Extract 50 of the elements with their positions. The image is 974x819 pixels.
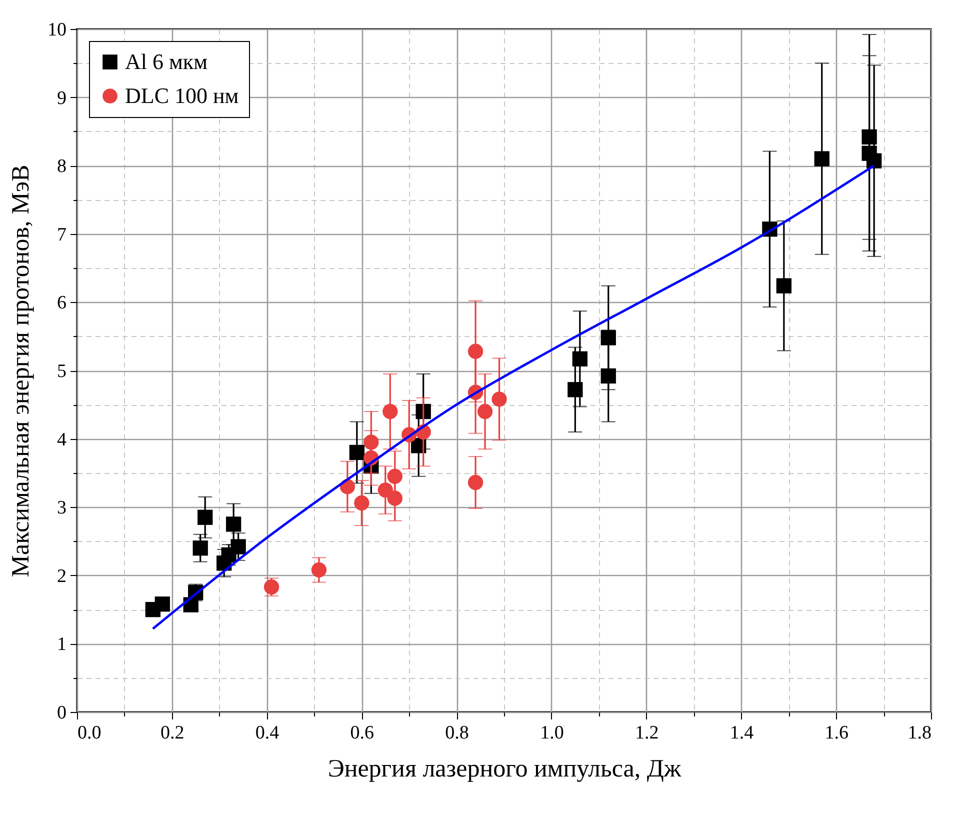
point [354, 495, 370, 511]
x-tick-label: 1.4 [730, 722, 754, 744]
point [349, 444, 365, 460]
y-tick-label: 0 [57, 702, 66, 724]
point [862, 129, 877, 144]
y-tick-label: 3 [57, 498, 66, 519]
point [776, 278, 792, 294]
x-tick-label: 0.8 [445, 722, 469, 744]
point [382, 404, 398, 420]
point [572, 351, 588, 366]
point [378, 482, 393, 498]
x-tick-label: 0.4 [255, 722, 280, 744]
point [866, 153, 882, 168]
x-tick-label: 0.2 [160, 722, 184, 744]
point [492, 392, 507, 407]
y-tick-label: 6 [57, 292, 66, 314]
point [814, 151, 830, 166]
y-tick-label: 5 [57, 361, 66, 382]
point [226, 516, 242, 532]
point [387, 490, 402, 506]
x-tick-label: 1.8 [908, 722, 932, 744]
y-tick-label: 10 [48, 20, 66, 40]
point [477, 404, 493, 420]
point [387, 468, 402, 484]
point [192, 540, 208, 556]
x-tick-label: 0.0 [78, 722, 102, 744]
x-axis-title: Энергия лазерного импульса, Дж [328, 756, 682, 782]
y-tick-label: 1 [57, 634, 66, 656]
y-tick-label: 4 [57, 429, 67, 450]
point [311, 562, 327, 578]
legend-label: Al 6 мкм [125, 49, 208, 74]
point [600, 368, 616, 384]
y-tick-label: 9 [57, 88, 66, 109]
y-axis-title: Максимальная энергия протонов, МэВ [8, 164, 34, 578]
y-tick-label: 7 [57, 224, 66, 246]
point [198, 510, 213, 525]
x-tick-label: 0.6 [350, 722, 374, 744]
point [364, 434, 379, 450]
point [600, 330, 616, 346]
point [468, 344, 484, 359]
x-tick-label: 1.2 [634, 722, 659, 744]
x-tick-label: 1.6 [824, 722, 848, 744]
point [568, 382, 583, 398]
point [230, 539, 246, 554]
point [154, 596, 170, 612]
point [468, 474, 484, 490]
y-tick-label: 8 [57, 156, 66, 178]
legend-label: DLC 100 нм [125, 83, 239, 108]
y-tick-label: 2 [57, 566, 66, 587]
x-tick-label: 1.0 [540, 722, 564, 744]
